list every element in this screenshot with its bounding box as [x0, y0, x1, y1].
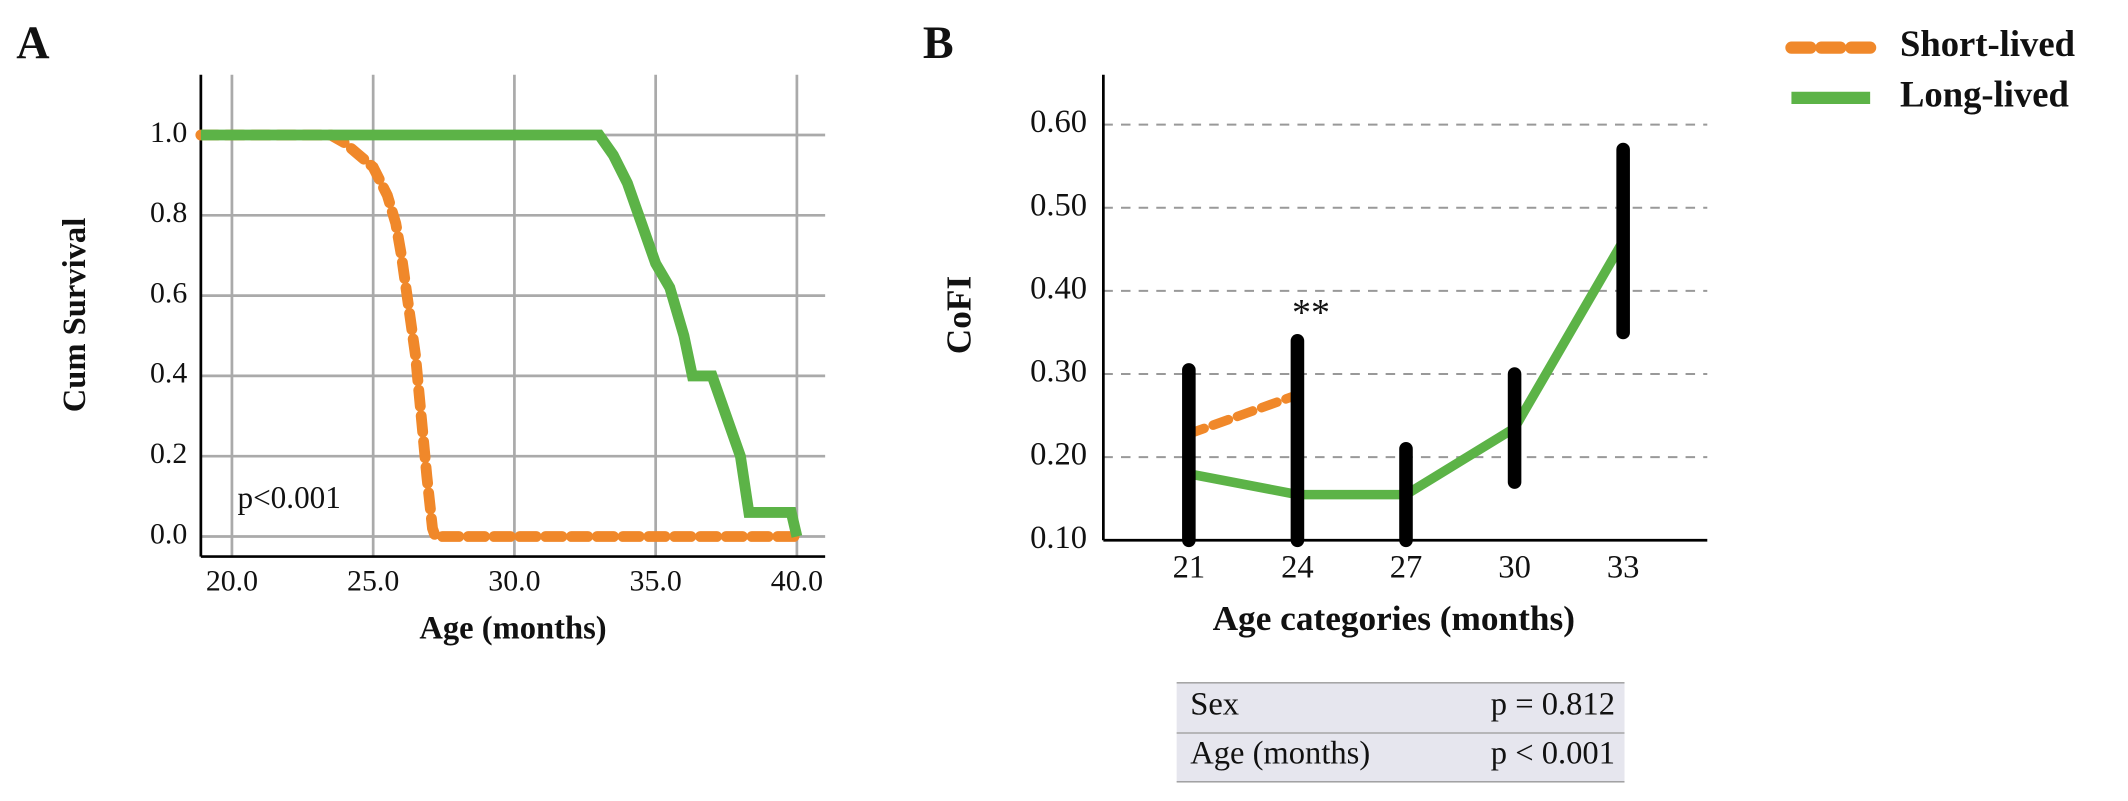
table-cell: Age (months) — [1190, 736, 1370, 772]
y-tick-label: 0.4 — [150, 357, 187, 390]
x-tick-label: 25.0 — [347, 565, 399, 598]
y-axis-label: CoFI — [939, 276, 978, 354]
annotation: ** — [1292, 292, 1330, 334]
y-tick-label: 0.0 — [150, 517, 187, 550]
y-tick-label: 0.60 — [1030, 104, 1087, 140]
panel-label: A — [16, 17, 49, 68]
x-tick-label: 33 — [1607, 550, 1640, 586]
table-cell: p = 0.812 — [1491, 687, 1615, 723]
y-tick-label: 0.20 — [1030, 437, 1087, 473]
survival-line — [195, 129, 803, 542]
y-tick-label: 0.10 — [1030, 520, 1087, 556]
y-tick-label: 0.6 — [150, 276, 187, 309]
survival-line — [200, 129, 803, 538]
y-tick-label: 0.2 — [150, 437, 187, 470]
x-tick-label: 30 — [1498, 550, 1531, 586]
x-tick-label: 24 — [1281, 550, 1314, 586]
table-cell: Sex — [1190, 687, 1239, 723]
annotation: p<0.001 — [238, 480, 341, 515]
legend-label: Short-lived — [1900, 23, 2075, 64]
x-tick-label: 35.0 — [630, 565, 682, 598]
legend-label: Long-lived — [1900, 73, 2069, 114]
x-axis-label: Age (months) — [419, 611, 606, 647]
series-line — [1184, 390, 1303, 439]
y-tick-label: 0.50 — [1030, 187, 1087, 223]
x-tick-label: 20.0 — [206, 565, 258, 598]
y-tick-label: 0.40 — [1030, 270, 1087, 306]
y-tick-label: 1.0 — [150, 116, 187, 149]
y-tick-label: 0.30 — [1030, 354, 1087, 390]
y-axis-label: Cum Survival — [57, 218, 93, 413]
x-axis-label: Age categories (months) — [1213, 599, 1575, 638]
panel-label: B — [923, 17, 954, 68]
x-tick-label: 21 — [1173, 550, 1206, 586]
x-tick-label: 30.0 — [488, 565, 540, 598]
table-cell: p < 0.001 — [1491, 736, 1615, 772]
x-tick-label: 40.0 — [771, 565, 823, 598]
x-tick-label: 27 — [1390, 550, 1423, 586]
y-tick-label: 0.8 — [150, 196, 187, 229]
